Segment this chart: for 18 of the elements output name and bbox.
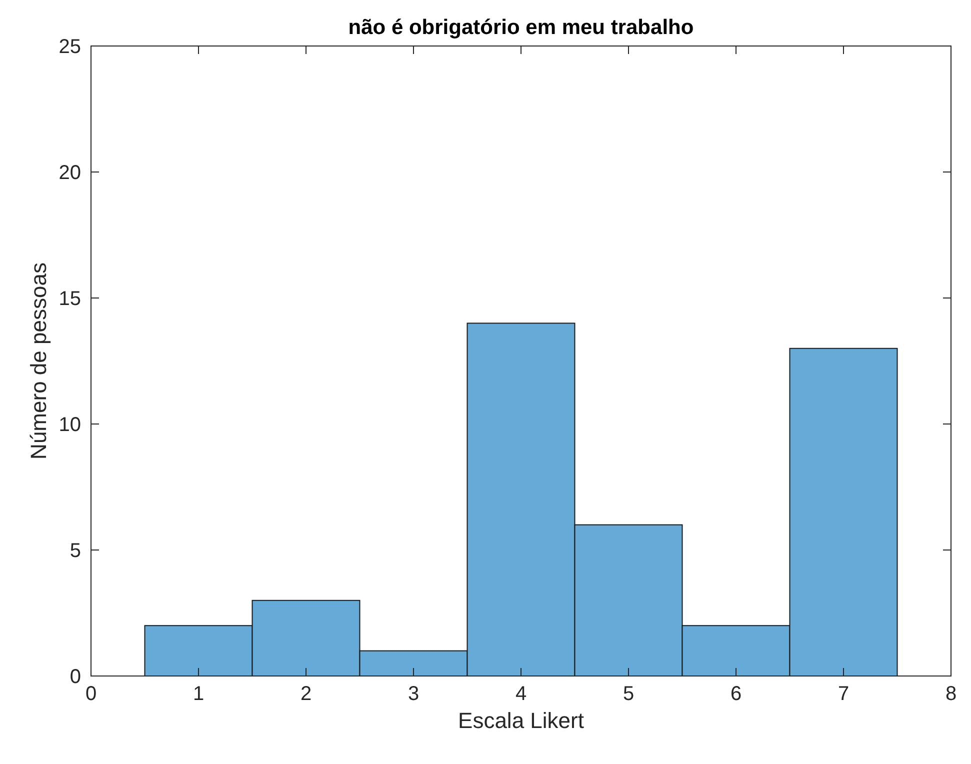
y-tick-label: 20 <box>58 162 81 184</box>
x-tick-label: 8 <box>945 683 957 705</box>
chart-title: não é obrigatório em meu trabalho <box>348 16 694 39</box>
y-axis-title: Número de pessoas <box>26 262 51 460</box>
x-tick-label: 1 <box>192 683 204 705</box>
y-tick-label: 0 <box>70 666 81 688</box>
x-axis-title: Escala Likert <box>458 708 584 733</box>
y-tick-label: 5 <box>70 540 81 562</box>
y-tick-label: 10 <box>58 414 81 436</box>
x-tick-label: 5 <box>622 683 634 705</box>
y-tick-label: 15 <box>58 288 81 310</box>
x-tick-label: 0 <box>85 683 97 705</box>
x-tick-label: 2 <box>300 683 312 705</box>
x-tick-label: 4 <box>515 683 527 705</box>
y-tick-label: 25 <box>58 36 81 58</box>
x-tick-label: 6 <box>730 683 742 705</box>
x-tick-label: 3 <box>408 683 420 705</box>
x-tick-label: 7 <box>838 683 850 705</box>
